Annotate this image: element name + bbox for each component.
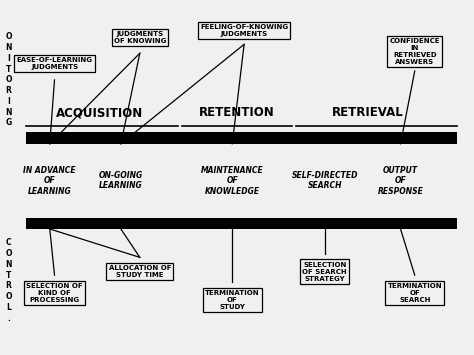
Text: RETRIEVAL: RETRIEVAL [331,106,403,119]
Text: FEELING-OF-KNOWING
JUDGMENTS: FEELING-OF-KNOWING JUDGMENTS [200,24,288,37]
Text: O
N
I
T
O
R
I
N
G: O N I T O R I N G [5,32,12,127]
Text: SELECTION
OF SEARCH
STRATEGY: SELECTION OF SEARCH STRATEGY [302,262,347,282]
Text: MAINTENANCE
OF
KNOWLEDGE: MAINTENANCE OF KNOWLEDGE [201,166,264,196]
Text: OUTPUT
OF
RESPONSE: OUTPUT OF RESPONSE [378,166,423,196]
Text: CONFIDENCE
IN
RETRIEVED
ANSWERS: CONFIDENCE IN RETRIEVED ANSWERS [390,38,440,65]
Text: IN ADVANCE
OF
LEARNING: IN ADVANCE OF LEARNING [23,166,76,196]
Text: ACQUISITION: ACQUISITION [56,106,143,119]
Text: TERMINATION
OF
SEARCH: TERMINATION OF SEARCH [387,283,442,303]
Text: JUDGMENTS
OF KNOWING: JUDGMENTS OF KNOWING [114,31,166,44]
Text: RETENTION: RETENTION [199,106,275,119]
Bar [26,132,457,144]
Text: EASE-OF-LEARNING
JUDGMENTS: EASE-OF-LEARNING JUDGMENTS [17,58,92,70]
Text: SELF-DIRECTED
SEARCH: SELF-DIRECTED SEARCH [292,171,358,190]
Bar [26,218,457,229]
Text: ALLOCATION OF
STUDY TIME: ALLOCATION OF STUDY TIME [109,265,171,278]
Text: SELECTION OF
KIND OF
PROCESSING: SELECTION OF KIND OF PROCESSING [26,283,83,303]
Text: ON-GOING
LEARNING: ON-GOING LEARNING [99,171,143,190]
Text: C
O
N
T
R
O
L
.: C O N T R O L . [5,238,12,323]
Text: TERMINATION
OF
STUDY: TERMINATION OF STUDY [205,290,260,310]
